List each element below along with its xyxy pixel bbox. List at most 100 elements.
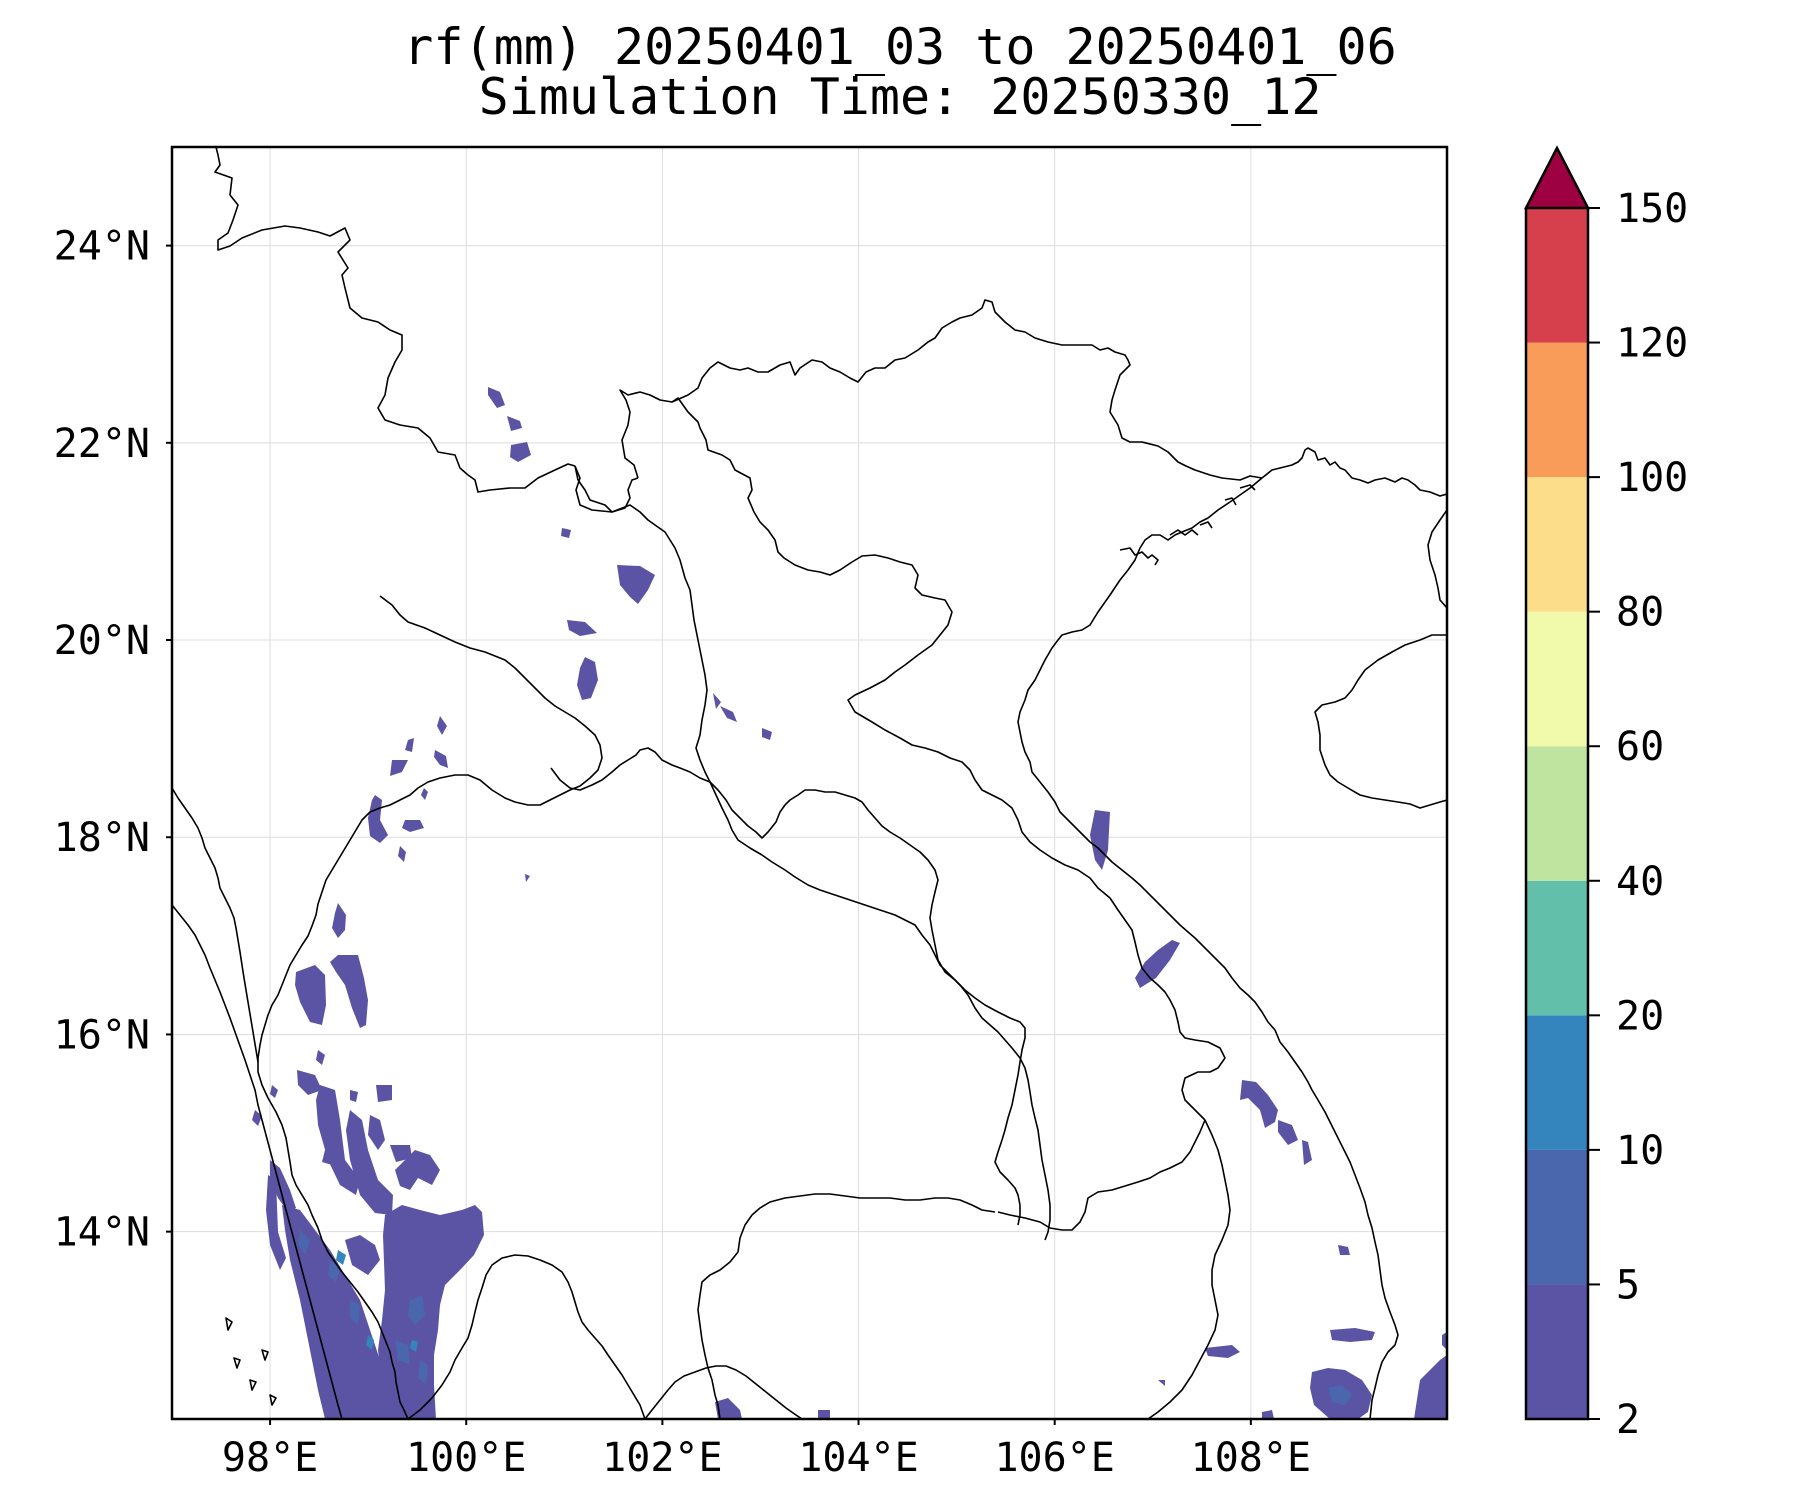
colorbar-segment bbox=[1526, 880, 1588, 1016]
country-border-thailand-south bbox=[407, 1254, 646, 1419]
rain-patch bbox=[1278, 1120, 1298, 1145]
rain-patch bbox=[1262, 1410, 1274, 1419]
rain-patch bbox=[617, 565, 655, 604]
rain-patch bbox=[366, 1335, 374, 1350]
rain-patch bbox=[434, 750, 448, 768]
rain-patch bbox=[1240, 1080, 1278, 1128]
rain-patch bbox=[368, 1115, 385, 1150]
country-border-cambodia-vietnam bbox=[1147, 1119, 1231, 1419]
colorbar-tick-label: 80 bbox=[1616, 590, 1664, 636]
colorbar: 2 5 10 20 40 60 80 100 120 150 bbox=[1523, 145, 1688, 1443]
y-tick-label: 22°N bbox=[54, 421, 150, 467]
rain-patch bbox=[316, 1085, 360, 1195]
rain-patch bbox=[561, 528, 571, 538]
rain-patch bbox=[1330, 1328, 1375, 1342]
colorbar-tick-label: 100 bbox=[1616, 455, 1688, 501]
rain-patch bbox=[421, 788, 428, 800]
rain-patch bbox=[720, 706, 737, 722]
rain-patch bbox=[507, 416, 522, 431]
rain-patch bbox=[510, 442, 531, 462]
rain-patch bbox=[322, 1150, 335, 1165]
colorbar-segment bbox=[1526, 746, 1588, 881]
rain-patch bbox=[252, 1110, 262, 1126]
rain-patch bbox=[762, 728, 772, 740]
rain-patch bbox=[328, 1260, 340, 1282]
country-border-vietnam-china bbox=[671, 299, 1263, 481]
coastline-tonkin-islands bbox=[1119, 484, 1256, 566]
rain-patch bbox=[266, 1175, 286, 1270]
map-background bbox=[172, 147, 1447, 1419]
coastline-andaman bbox=[172, 904, 343, 1419]
rain-patch bbox=[270, 1085, 278, 1098]
rain-patch bbox=[295, 965, 326, 1025]
rain-patch bbox=[376, 1085, 392, 1102]
rain-patch bbox=[398, 846, 406, 862]
x-tick-label: 100°E bbox=[406, 1435, 526, 1481]
rain-patch bbox=[408, 1295, 425, 1325]
colorbar-segment bbox=[1526, 477, 1588, 612]
rain-patch bbox=[395, 1340, 410, 1365]
y-tick-label: 24°N bbox=[54, 224, 150, 270]
rain-patch bbox=[390, 1145, 412, 1162]
rain-patch bbox=[410, 1340, 418, 1352]
x-tick-label: 106°E bbox=[994, 1435, 1114, 1481]
rain-patch bbox=[715, 1398, 742, 1419]
axis-ticks bbox=[166, 244, 1252, 1425]
coastline-islands-south bbox=[225, 1317, 277, 1406]
country-border-laos-thailand-mekong bbox=[550, 747, 1026, 1226]
country-border-myanmar-china bbox=[214, 147, 576, 493]
colorbar-segment bbox=[1526, 1149, 1588, 1285]
rain-patch bbox=[395, 1150, 440, 1190]
colorbar-outline bbox=[1524, 208, 1590, 1421]
coastline-hainan bbox=[1314, 634, 1447, 809]
coastlines-and-borders bbox=[172, 147, 1447, 1419]
colorbar-tick-label: 60 bbox=[1616, 724, 1664, 770]
colorbar-tick-label: 10 bbox=[1616, 1128, 1664, 1174]
rain-patch bbox=[1338, 1245, 1350, 1255]
rain-patch bbox=[330, 955, 368, 1028]
rain-patch bbox=[567, 620, 597, 636]
colorbar-segment bbox=[1526, 1284, 1588, 1419]
coastline-gulf-of-thailand bbox=[644, 1365, 803, 1419]
rain-patch bbox=[488, 387, 505, 408]
country-border-laos-cambodia bbox=[997, 1119, 1206, 1231]
colorbar-tick-label: 150 bbox=[1616, 186, 1688, 232]
rain-patch bbox=[1205, 1345, 1240, 1358]
coastline-leizhou bbox=[1427, 509, 1447, 609]
title-line-1: rf(mm) 20250401_03 to 20250401_06 bbox=[403, 18, 1397, 76]
country-border-laos-thailand bbox=[574, 465, 1051, 1241]
y-tick-label: 18°N bbox=[54, 815, 150, 861]
rain-patch bbox=[297, 1070, 322, 1095]
country-border-laos-vietnam bbox=[753, 511, 1226, 1121]
rain-patch bbox=[390, 760, 408, 776]
rain-patch bbox=[402, 820, 424, 832]
rain-patch bbox=[713, 693, 721, 709]
rain-patch bbox=[368, 795, 388, 843]
rain-patch bbox=[405, 738, 414, 752]
rain-patch bbox=[332, 903, 346, 938]
rainfall-layer bbox=[252, 387, 1447, 1419]
rain-patch bbox=[350, 1090, 358, 1102]
colorbar-tick-label: 40 bbox=[1616, 859, 1664, 905]
colorbar-tick-label: 120 bbox=[1616, 321, 1688, 367]
colorbar-segment bbox=[1526, 1015, 1588, 1150]
rain-patch bbox=[282, 1205, 405, 1419]
y-tick-label: 20°N bbox=[54, 618, 150, 664]
colorbar-segment bbox=[1526, 611, 1588, 747]
colorbar-tick-label: 5 bbox=[1616, 1262, 1640, 1308]
rain-patch bbox=[298, 1230, 310, 1255]
rain-patch bbox=[316, 1050, 325, 1065]
rain-patch bbox=[345, 1235, 380, 1275]
rain-patch bbox=[378, 1205, 484, 1419]
map-frame bbox=[170, 145, 1449, 1421]
x-tick-label: 98°E bbox=[222, 1435, 318, 1481]
y-tick-label: 16°N bbox=[54, 1012, 150, 1058]
rain-patch bbox=[1135, 940, 1180, 988]
colorbar-tick-label: 2 bbox=[1616, 1397, 1640, 1443]
coastline-north-vietnam bbox=[1017, 477, 1399, 1419]
y-tick-label: 14°N bbox=[54, 1210, 150, 1256]
title-line-2: Simulation Time: 20250330_12 bbox=[478, 68, 1322, 126]
x-tick-label: 108°E bbox=[1191, 1435, 1311, 1481]
country-border-thailand-myanmar bbox=[257, 595, 603, 1419]
